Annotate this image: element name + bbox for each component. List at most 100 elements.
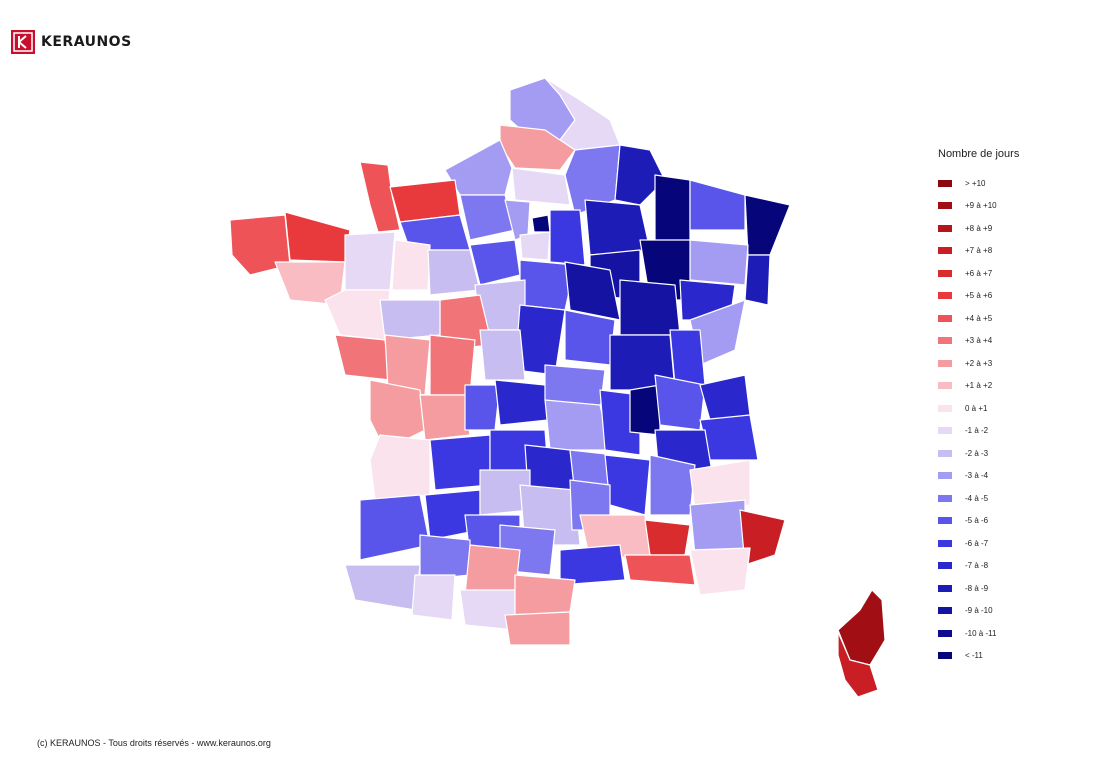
legend-swatch: [938, 269, 952, 277]
department-maine-loire: [379, 299, 441, 341]
department-cantal: [524, 444, 576, 491]
department-bouches-rhone: [624, 554, 696, 586]
department-bas-rhin: [744, 194, 791, 256]
legend-label: +1 à +2: [965, 381, 993, 391]
department-marne: [584, 199, 651, 256]
department-alpes-maritimes: [739, 509, 786, 566]
legend-item: +9 à +10: [938, 195, 1019, 218]
department-haute-vienne: [464, 384, 501, 431]
department-vosges: [689, 239, 749, 286]
legend-label: +6 à +7: [965, 268, 993, 278]
department-nievre: [564, 309, 616, 366]
copyright-notice: (c) KERAUNOS - Tous droits réservés - ww…: [37, 738, 271, 748]
department-aude: [514, 574, 576, 616]
legend-label: +5 à +6: [965, 291, 993, 301]
legend-swatch: [938, 202, 952, 210]
department-hautes-alpes: [689, 459, 751, 511]
department-alpes-haute-provence: [689, 499, 746, 556]
legend-label: -10 à -11: [965, 628, 997, 638]
department-rhone: [629, 384, 661, 436]
department-pyrenees-orientales: [504, 611, 571, 646]
department-corse-du-sud: [837, 631, 879, 698]
department-indre: [479, 329, 526, 381]
legend-swatch: [938, 292, 952, 300]
department-charente: [419, 394, 471, 441]
department-mayenne: [391, 239, 431, 291]
department-pyrenees-atlantiques: [344, 564, 421, 611]
department-loire-atlantique: [324, 289, 391, 341]
department-finistere: [229, 214, 291, 276]
legend-swatch: [938, 562, 952, 570]
keraunos-logo: KERAUNOS: [11, 30, 132, 54]
department-essonne: [519, 231, 551, 261]
department-manche: [359, 161, 401, 233]
legend-swatch: [938, 359, 952, 367]
department-haut-rhin: [744, 254, 771, 306]
legend-item: < -11: [938, 645, 1019, 668]
legend-label: +3 à +4: [965, 336, 993, 346]
department-seine-maritime: [444, 139, 513, 196]
department-jura: [669, 329, 706, 386]
legend-swatch: [938, 247, 952, 255]
department-meuse: [654, 174, 691, 246]
legend-swatch: [938, 584, 952, 592]
legend-label: -2 à -3: [965, 448, 989, 458]
legend-label: -6 à -7: [965, 538, 989, 548]
department-cote-or: [619, 279, 681, 336]
legend-item: +2 à +3: [938, 352, 1019, 375]
legend-swatch: [938, 652, 952, 660]
department-haute-savoie: [699, 374, 751, 421]
legend-swatch: [938, 224, 952, 232]
legend-item: -10 à -11: [938, 622, 1019, 645]
legend-label: 0 à +1: [965, 403, 988, 413]
legend-item: +1 à +2: [938, 375, 1019, 398]
legend-item: +6 à +7: [938, 262, 1019, 285]
legend-label: -4 à -5: [965, 493, 989, 503]
department-cotes-armor: [284, 211, 351, 263]
legend-item: -5 à -6: [938, 510, 1019, 533]
legend-title: Nombre de jours: [938, 148, 1020, 160]
department-vendee: [334, 334, 391, 381]
department-ille-vilaine: [344, 231, 396, 291]
legend-label: -9 à -10: [965, 606, 993, 616]
legend-label: -3 à -4: [965, 471, 989, 481]
legend-label: +2 à +3: [965, 358, 993, 368]
legend-swatch: [938, 449, 952, 457]
department-haute-garonne: [464, 544, 521, 596]
department-creuse: [494, 379, 549, 426]
legend-item: +3 à +4: [938, 330, 1019, 353]
legend-item: -1 à -2: [938, 420, 1019, 443]
legend-swatch: [938, 607, 952, 615]
legend-swatch: [938, 314, 952, 322]
legend-label: -1 à -2: [965, 426, 989, 436]
legend-item: +7 à +8: [938, 240, 1019, 263]
department-gironde: [369, 434, 431, 501]
legend-item: -4 à -5: [938, 487, 1019, 510]
legend-item: -2 à -3: [938, 442, 1019, 465]
legend-item: +5 à +6: [938, 285, 1019, 308]
legend-swatch: [938, 404, 952, 412]
legend-swatch: [938, 494, 952, 502]
legend-item: -3 à -4: [938, 465, 1019, 488]
department-gers: [419, 534, 471, 581]
department-ardeche: [604, 454, 651, 516]
legend-label: +9 à +10: [965, 201, 997, 211]
legend-swatch: [938, 472, 952, 480]
map-legend: Nombre de jours > +10 +9 à +10 +8 à +9 +…: [938, 148, 1019, 667]
department-hautes-pyrenees: [411, 574, 456, 621]
department-seine-marne: [549, 209, 586, 266]
department-ardennes: [614, 144, 666, 206]
department-paris: [531, 214, 551, 233]
legend-label: -8 à -9: [965, 583, 989, 593]
brand-name: KERAUNOS: [41, 34, 132, 50]
legend-label: +4 à +5: [965, 313, 993, 323]
legend-label: < -11: [965, 651, 983, 661]
legend-swatch: [938, 517, 952, 525]
legend-label: > +10: [965, 178, 986, 188]
department-drome: [649, 454, 696, 516]
legend-label: -5 à -6: [965, 516, 989, 526]
legend-swatch: [938, 382, 952, 390]
legend-items: > +10 +9 à +10 +8 à +9 +7 à +8 +6 à +7 +…: [938, 172, 1019, 667]
department-moselle: [689, 179, 746, 231]
